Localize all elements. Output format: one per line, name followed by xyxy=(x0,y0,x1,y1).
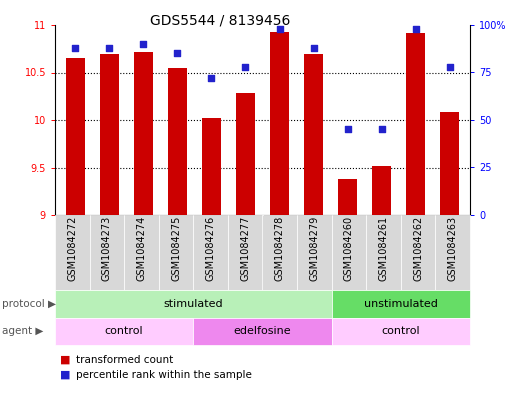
Bar xyxy=(270,32,289,215)
Text: control: control xyxy=(382,327,420,336)
Text: GSM1084277: GSM1084277 xyxy=(240,216,250,281)
Text: GSM1084262: GSM1084262 xyxy=(413,216,423,281)
Bar xyxy=(168,68,187,215)
Text: GSM1084273: GSM1084273 xyxy=(102,216,112,281)
Text: GSM1084278: GSM1084278 xyxy=(275,216,285,281)
Text: GSM1084274: GSM1084274 xyxy=(136,216,146,281)
Point xyxy=(242,64,250,70)
Bar xyxy=(440,112,459,215)
Point xyxy=(343,127,351,133)
Bar xyxy=(304,53,323,215)
Text: unstimulated: unstimulated xyxy=(364,299,438,309)
Text: GSM1084263: GSM1084263 xyxy=(448,216,458,281)
Text: agent ▶: agent ▶ xyxy=(2,327,44,336)
Point xyxy=(207,75,215,81)
Bar xyxy=(202,118,221,215)
Text: GSM1084260: GSM1084260 xyxy=(344,216,354,281)
Text: edelfosine: edelfosine xyxy=(234,327,291,336)
Point xyxy=(445,64,453,70)
Text: GSM1084261: GSM1084261 xyxy=(379,216,388,281)
Bar xyxy=(406,33,425,215)
Text: ■: ■ xyxy=(60,355,71,365)
Text: protocol ▶: protocol ▶ xyxy=(2,299,56,309)
Point xyxy=(71,45,80,51)
Bar xyxy=(372,165,391,215)
Point xyxy=(378,127,386,133)
Point xyxy=(140,41,148,47)
Bar xyxy=(100,53,119,215)
Text: ■: ■ xyxy=(60,370,71,380)
Bar xyxy=(66,58,85,215)
Text: transformed count: transformed count xyxy=(75,355,173,365)
Bar xyxy=(236,94,255,215)
Point xyxy=(309,45,318,51)
Text: GSM1084275: GSM1084275 xyxy=(171,216,181,281)
Point xyxy=(173,50,182,57)
Point xyxy=(275,26,284,32)
Text: GDS5544 / 8139456: GDS5544 / 8139456 xyxy=(150,14,291,28)
Text: GSM1084276: GSM1084276 xyxy=(206,216,215,281)
Text: stimulated: stimulated xyxy=(164,299,223,309)
Point xyxy=(411,26,420,32)
Text: control: control xyxy=(105,327,144,336)
Text: percentile rank within the sample: percentile rank within the sample xyxy=(75,370,251,380)
Text: GSM1084279: GSM1084279 xyxy=(309,216,320,281)
Text: GSM1084272: GSM1084272 xyxy=(67,216,77,281)
Point xyxy=(105,45,113,51)
Bar xyxy=(338,179,357,215)
Bar xyxy=(134,51,153,215)
